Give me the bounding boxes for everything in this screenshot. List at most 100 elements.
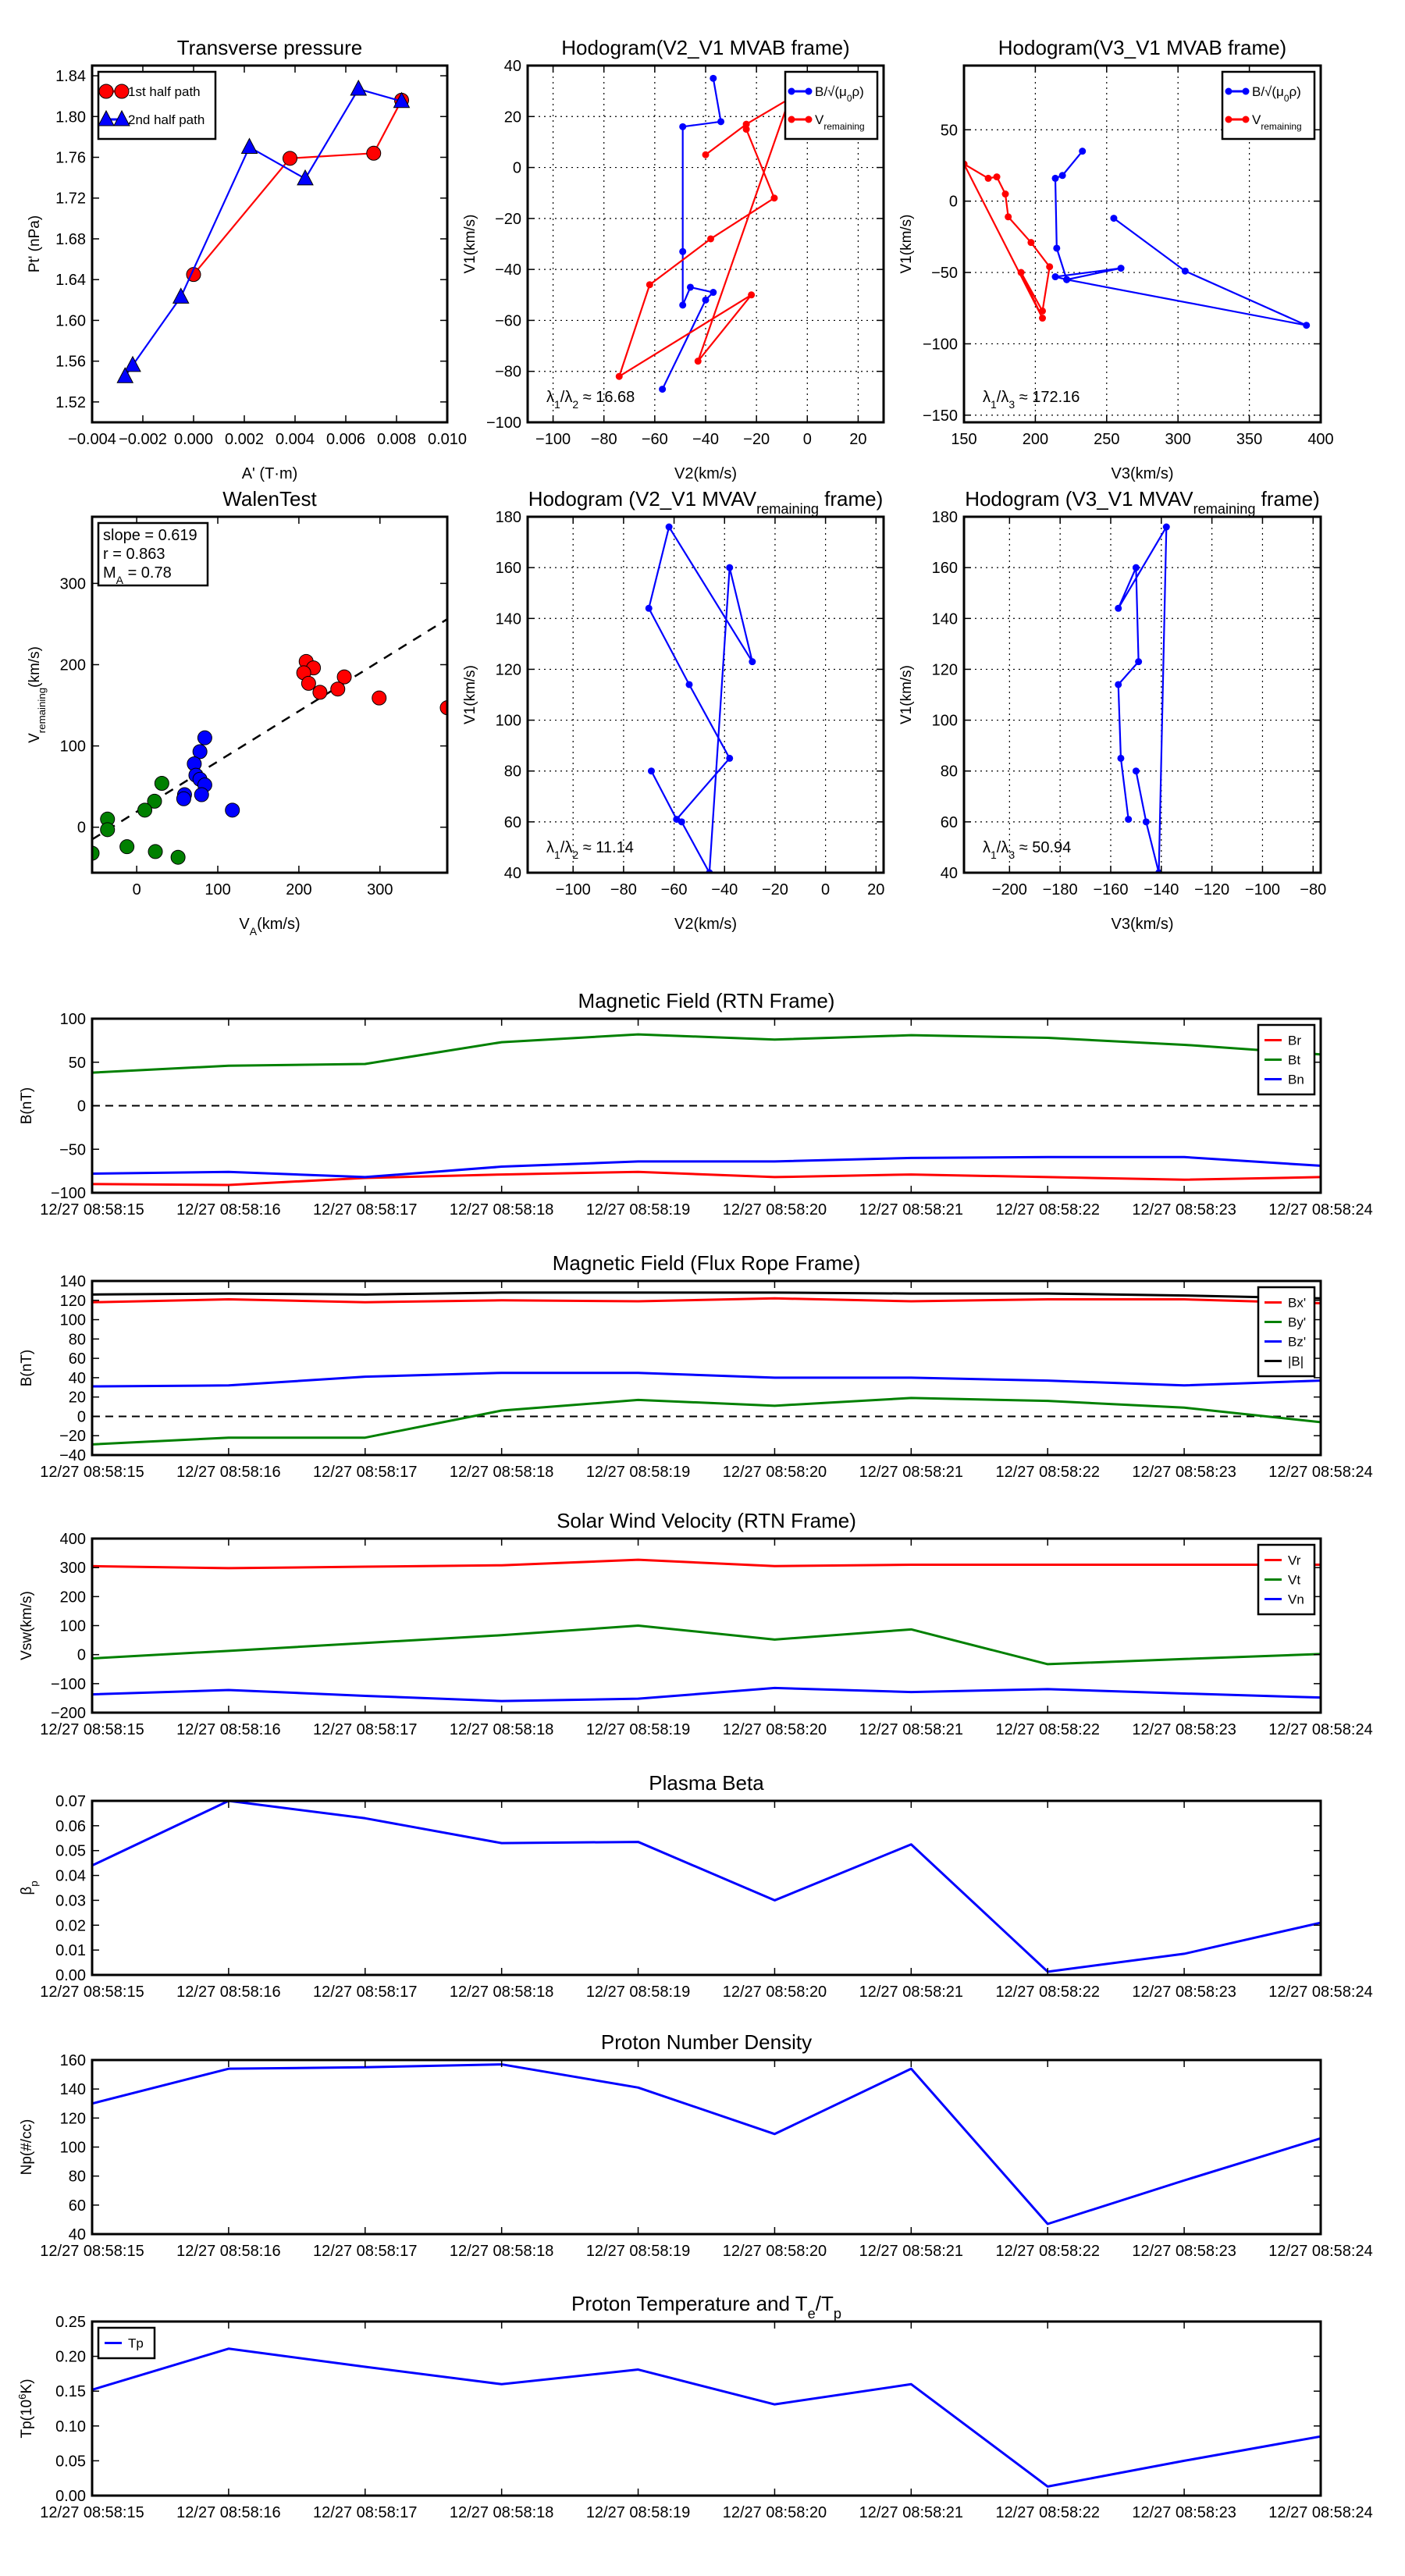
- legend-entry: |B|: [1264, 1354, 1304, 1369]
- y-tick-label: −100: [923, 336, 958, 353]
- text-run: V: [815, 112, 824, 127]
- text-run: 0.25: [55, 2314, 86, 2331]
- x-tick-label: 12/27 08:58:15: [40, 2504, 144, 2521]
- legend-entry: Tp: [105, 2336, 144, 2351]
- x-tick-label: 20: [867, 881, 884, 898]
- x-tick-label: 12/27 08:58:23: [1132, 1464, 1236, 1481]
- hodogram-v3-v1-mvav-chart: −200 −180 −160 −140 −120 −100 −80 40 60 80 100 120 1…: [898, 487, 1326, 933]
- data-point: [301, 675, 316, 691]
- x-tick-label: 200: [286, 881, 311, 898]
- walen-test-chart: 0 100 200 3000100200300WalenTestVA(km/s)Vre…: [27, 487, 449, 938]
- series-vr: [92, 1558, 1321, 1570]
- y-tick-label: 140: [60, 1273, 86, 1290]
- series-bn: [92, 1155, 1321, 1179]
- legend-label: |B|: [1288, 1354, 1304, 1369]
- data-point: [1027, 239, 1035, 247]
- series-v-remaining-: [615, 94, 793, 380]
- series-line: [92, 1372, 1321, 1388]
- data-point: [1181, 267, 1189, 275]
- axes-frame: [962, 64, 1322, 424]
- data-point: [1039, 307, 1047, 315]
- text-run: 12/27 08:58:17: [313, 1984, 417, 2001]
- data-point: [707, 235, 715, 243]
- text-run: −80: [610, 881, 637, 898]
- text-run: 12/27 08:58:22: [995, 2504, 1099, 2521]
- series-line: [92, 1558, 1321, 1570]
- text-run: −50: [931, 265, 958, 282]
- text-run: Proton Number Density: [601, 2030, 812, 2054]
- text-run: 12/27 08:58:18: [450, 1984, 553, 2001]
- series-line: [92, 2347, 1321, 2488]
- y-tick-label: 400: [60, 1531, 86, 1548]
- legend-label: 2nd half path: [128, 112, 205, 127]
- x-tick-label: 12/27 08:58:22: [995, 1464, 1099, 1481]
- x-tick-label: 350: [1236, 431, 1262, 448]
- text-run: 0.004: [276, 431, 315, 448]
- text-run: 12/27 08:58:23: [1132, 2243, 1236, 2260]
- y-axis-label: V1(km/s): [898, 665, 915, 724]
- text-run: Solar Wind Velocity (RTN Frame): [557, 1509, 856, 1532]
- text-run: A' (T·m): [242, 465, 298, 482]
- proton-number-density-chart: 12/27 08:58:15 12/27 08:58:16 12/27 08:58:…: [19, 2030, 1373, 2260]
- y-tick-label: 40: [941, 865, 958, 882]
- data-point: [742, 120, 750, 128]
- data-point: [679, 123, 687, 130]
- y-tick-label: −50: [931, 265, 958, 282]
- text-run: −100: [923, 336, 958, 353]
- text-run: −20: [743, 431, 770, 448]
- text-run: Proton Temperature and T: [571, 2292, 808, 2315]
- data-point: [1005, 213, 1012, 221]
- text-run: 100: [60, 2140, 86, 2157]
- y-axis-label: Tp(106K): [16, 2379, 36, 2438]
- chart-title: WalenTest: [222, 487, 317, 511]
- series-group-green: [92, 775, 186, 865]
- text-run: 12/27 08:58:16: [176, 2243, 280, 2260]
- ticks: 150 200 250 300 350 400 −150 −100 −50 0 50: [923, 66, 1334, 448]
- eigenvalue-ratio-annotation: λ1/λ3 ≈ 172.16: [983, 389, 1080, 411]
- x-tick-label: 100: [205, 881, 230, 898]
- axes-frame: [91, 64, 449, 424]
- y-tick-label: −100: [486, 415, 521, 432]
- x-tick-label: 12/27 08:58:21: [859, 1721, 963, 1738]
- text-run: 12/27 08:58:24: [1268, 1721, 1372, 1738]
- text-run: 300: [367, 881, 393, 898]
- text-run: ≈ 50.94: [1015, 839, 1071, 856]
- text-run: 12/27 08:58:19: [586, 1201, 690, 1219]
- text-run: B(nT): [19, 1350, 35, 1387]
- text-run: 0.07: [55, 1793, 86, 1810]
- plot-marks: [116, 79, 411, 383]
- text-run: frame): [819, 487, 883, 511]
- text-run: 100: [60, 1618, 86, 1635]
- text-run: Bx': [1288, 1296, 1306, 1311]
- legend-marker: [98, 109, 115, 126]
- y-tick-label: 0: [949, 194, 958, 211]
- y-axis-label: Np(#/cc): [19, 2119, 35, 2176]
- legend-label: Bz': [1288, 1335, 1306, 1350]
- text-run: 0.05: [55, 1843, 86, 1860]
- text-run: 12/27 08:58:15: [40, 1984, 144, 2001]
- text-run: Plasma Beta: [649, 1771, 764, 1795]
- x-axis-label: V3(km/s): [1112, 465, 1174, 482]
- stats-line: r = 0.863: [103, 546, 165, 563]
- series--b-: [92, 1291, 1321, 1300]
- text-run: By': [1288, 1315, 1306, 1330]
- x-tick-label: 0.006: [326, 431, 365, 448]
- legend-label: Bt: [1288, 1053, 1300, 1068]
- text-run: 0: [513, 160, 521, 177]
- text-run: −20: [762, 881, 788, 898]
- text-run: 100: [932, 713, 958, 730]
- text-run: −100: [1245, 881, 1280, 898]
- y-tick-label: 0.05: [55, 2453, 86, 2470]
- data-point: [678, 818, 685, 826]
- data-point: [197, 730, 212, 745]
- y-tick-label: 60: [69, 2197, 86, 2215]
- x-tick-label: 12/27 08:58:18: [450, 1984, 553, 2001]
- legend: 1st half path 2nd half path: [97, 70, 217, 141]
- text-run: 12/27 08:58:24: [1268, 1201, 1372, 1219]
- text-run: 12/27 08:58:24: [1268, 1984, 1372, 2001]
- legend-marker: [788, 116, 795, 123]
- text-run: 60: [69, 2197, 86, 2215]
- x-tick-label: −160: [1093, 881, 1128, 898]
- text-run: 350: [1236, 431, 1262, 448]
- y-axis-label: B(nT): [19, 1087, 35, 1125]
